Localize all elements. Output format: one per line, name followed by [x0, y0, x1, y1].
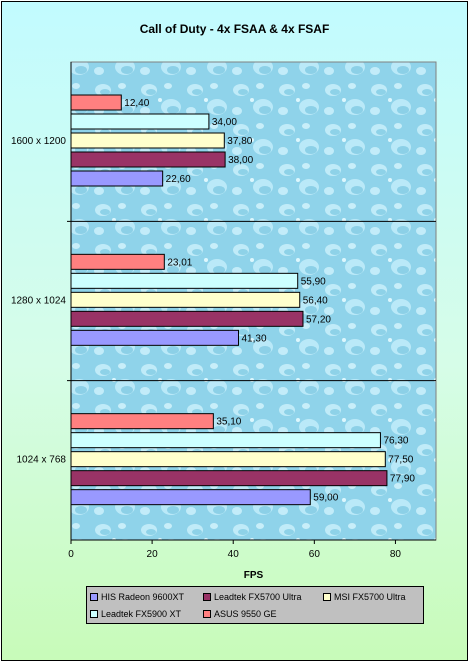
data-label: 23,01	[167, 257, 192, 268]
data-label: 34,00	[212, 117, 237, 128]
bar	[70, 94, 122, 111]
legend-swatch	[90, 609, 98, 618]
x-tick-label: 40	[228, 549, 240, 560]
legend-swatch	[203, 592, 211, 601]
bar	[70, 253, 165, 270]
data-label: 55,90	[301, 276, 326, 287]
x-axis-label: FPS	[243, 570, 264, 581]
legend-item: ASUS 9550 GE	[203, 609, 277, 619]
bar	[70, 113, 210, 130]
bar	[70, 413, 214, 430]
legend-label: ASUS 9550 GE	[214, 609, 277, 619]
legend-swatch	[203, 609, 211, 618]
bar	[70, 170, 164, 187]
legend-swatch	[323, 592, 331, 601]
chart-title: Call of Duty - 4x FSAA & 4x FSAF	[139, 22, 330, 36]
bar	[70, 489, 311, 506]
bar	[70, 329, 239, 346]
data-label: 12,40	[124, 98, 149, 109]
x-tick-label: 60	[309, 549, 321, 560]
bar	[70, 310, 304, 327]
category-label: 1280 x 1024	[11, 295, 66, 306]
legend-item: MSI FX5700 Ultra	[323, 592, 406, 602]
legend-label: Leadtek FX5700 Ultra	[214, 592, 302, 602]
bar	[70, 132, 225, 149]
bar	[70, 432, 381, 449]
x-tick-label: 20	[147, 549, 159, 560]
x-tick-label: 0	[68, 549, 74, 560]
legend-label: HIS Radeon 9600XT	[101, 592, 185, 602]
data-label: 56,40	[303, 295, 328, 306]
data-label: 59,00	[313, 493, 338, 504]
x-tick-label: 80	[390, 549, 402, 560]
data-label: 37,80	[227, 136, 252, 147]
legend-item: HIS Radeon 9600XT	[90, 592, 184, 602]
bar	[70, 151, 226, 168]
legend-swatch	[90, 592, 98, 601]
data-label: 22,60	[166, 174, 191, 185]
legend-label: Leadtek FX5900 XT	[101, 609, 182, 619]
bar	[70, 291, 301, 308]
category-label: 1600 x 1200	[11, 136, 66, 147]
bar	[70, 470, 388, 487]
data-label: 77,90	[390, 474, 415, 485]
bar	[70, 272, 299, 289]
data-label: 77,50	[388, 455, 413, 466]
bar	[70, 451, 386, 468]
data-label: 35,10	[216, 417, 241, 428]
data-label: 57,20	[306, 314, 331, 325]
data-label: 41,30	[241, 333, 266, 344]
legend-item: Leadtek FX5700 Ultra	[203, 592, 302, 602]
legend-item: Leadtek FX5900 XT	[90, 609, 181, 619]
category-label: 1024 x 768	[17, 455, 67, 466]
data-label: 38,00	[228, 155, 253, 166]
legend: HIS Radeon 9600XT Leadtek FX5700 Ultra MSI…	[86, 586, 424, 624]
data-label: 76,30	[383, 436, 408, 447]
legend-label: MSI FX5700 Ultra	[334, 592, 406, 602]
